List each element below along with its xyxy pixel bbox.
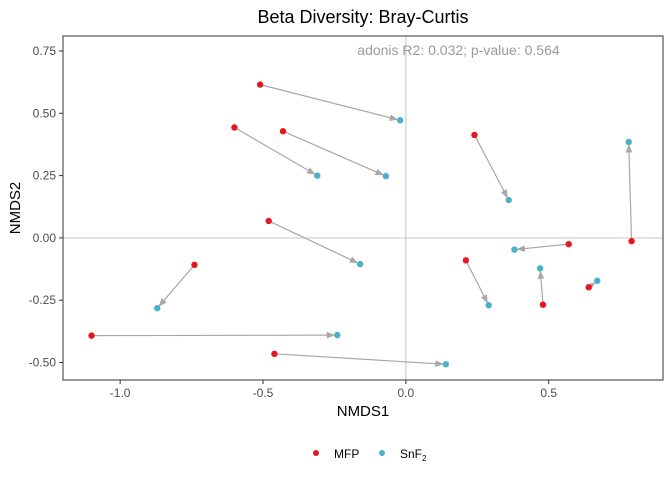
point-mfp-4 bbox=[471, 131, 478, 139]
point-snf2-13 bbox=[442, 361, 450, 368]
point-mfp-2 bbox=[231, 124, 238, 131]
point-mfp-8 bbox=[191, 261, 198, 269]
legend-key-snf2 bbox=[379, 450, 385, 456]
point-mfp-12 bbox=[88, 332, 95, 339]
panel-border bbox=[62, 35, 664, 381]
point-mfp-10 bbox=[539, 301, 547, 308]
x-axis-label: NMDS1 bbox=[337, 403, 390, 420]
point-snf2-2 bbox=[314, 172, 321, 179]
legend-key-mfp bbox=[313, 450, 319, 456]
pair-arrow-10 bbox=[537, 270, 545, 305]
legend: MFP SnF2 bbox=[313, 447, 427, 463]
x-tick-label-4: 0.5 bbox=[540, 386, 557, 400]
pair-arrow-6 bbox=[268, 220, 359, 264]
pair-arrow-13 bbox=[274, 353, 444, 368]
point-mfp-9 bbox=[462, 257, 470, 264]
point-snf2-6 bbox=[356, 260, 364, 268]
point-mfp-3 bbox=[279, 128, 287, 135]
y-tick-label-1: -0.50 bbox=[29, 356, 57, 370]
pair-arrow-8 bbox=[158, 264, 195, 307]
chart-title: Beta Diversity: Bray-Curtis bbox=[257, 7, 468, 27]
pair-arrow-2 bbox=[234, 126, 316, 175]
point-snf2-10 bbox=[536, 265, 544, 272]
point-mfp-11 bbox=[585, 284, 592, 291]
pair-arrow-5 bbox=[625, 144, 633, 242]
point-mfp-6 bbox=[265, 217, 272, 225]
point-snf2-3 bbox=[382, 172, 390, 180]
y-tick-label-2: -0.25 bbox=[29, 293, 57, 307]
pair-arrow-7 bbox=[516, 243, 569, 252]
pair-arrow-4 bbox=[473, 134, 508, 199]
point-mfp-7 bbox=[565, 240, 572, 248]
legend-label-snf2: SnF2 bbox=[400, 447, 427, 463]
x-tick-label-2: -0.5 bbox=[253, 386, 274, 400]
point-snf2-5 bbox=[625, 138, 632, 146]
pair-arrow-9 bbox=[465, 260, 488, 304]
point-snf2-11 bbox=[594, 277, 601, 284]
point-mfp-1 bbox=[256, 81, 264, 88]
point-mfp-13 bbox=[271, 350, 278, 358]
y-tick-label-5: 0.50 bbox=[33, 106, 57, 120]
y-tick-label-3: 0.00 bbox=[33, 231, 57, 245]
adonis-annotation: adonis R2: 0.032; p-value: 0.564 bbox=[357, 42, 560, 58]
legend-label-snf2-subscript: 2 bbox=[422, 454, 427, 463]
plot-area: adonis R2: 0.032; p-value: 0.564 -1.0 -0.5… bbox=[29, 35, 664, 400]
pair-arrow-3 bbox=[282, 130, 384, 176]
y-tick-label-4: 0.25 bbox=[33, 169, 57, 183]
point-snf2-4 bbox=[505, 196, 512, 204]
x-tick-label-3: 0.0 bbox=[398, 386, 415, 400]
y-tick-label-6: 0.75 bbox=[33, 44, 57, 58]
point-snf2-12 bbox=[334, 331, 341, 339]
x-tick-label-1: -1.0 bbox=[110, 386, 131, 400]
pair-arrow-1 bbox=[259, 84, 399, 121]
y-axis-label: NMDS2 bbox=[7, 182, 24, 235]
legend-label-mfp: MFP bbox=[334, 447, 359, 461]
point-snf2-8 bbox=[154, 305, 161, 312]
point-snf2-7 bbox=[511, 246, 518, 253]
point-snf2-1 bbox=[396, 117, 404, 124]
legend-label-snf2-base: SnF bbox=[400, 447, 422, 461]
point-mfp-5 bbox=[628, 237, 635, 245]
point-snf2-9 bbox=[485, 302, 492, 309]
